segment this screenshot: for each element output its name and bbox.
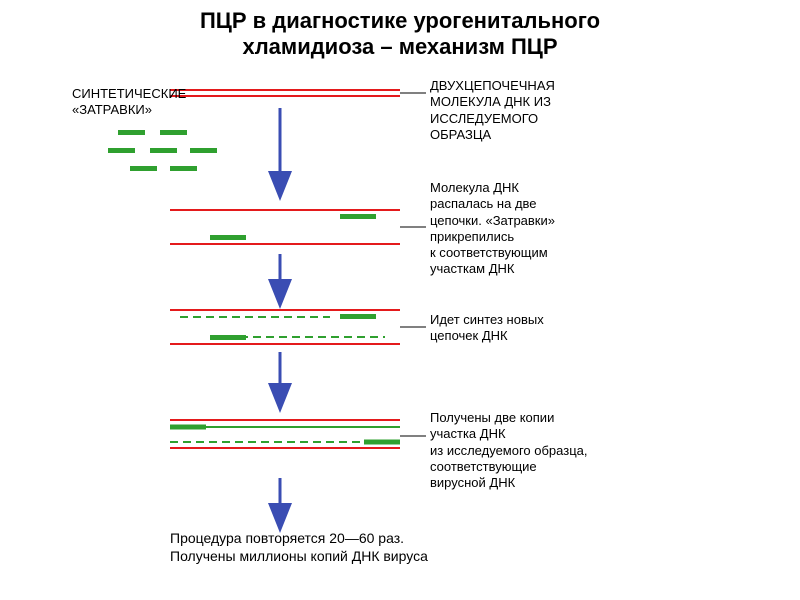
label-r3: Идет синтез новых цепочек ДНК <box>430 312 640 345</box>
label-r4: Получены две копии участка ДНК из исслед… <box>430 410 660 491</box>
label-bottom: Процедура повторяется 20—60 раз. Получен… <box>170 530 570 565</box>
label-left-primer: СИНТЕТИЧЕСКИЕ «ЗАТРАВКИ» <box>72 86 222 119</box>
label-r1: ДВУХЦЕПОЧЕЧНАЯ МОЛЕКУЛА ДНК ИЗ ИССЛЕДУЕМ… <box>430 78 640 143</box>
label-r2: Молекула ДНК распалась на две цепочки. «… <box>430 180 640 278</box>
